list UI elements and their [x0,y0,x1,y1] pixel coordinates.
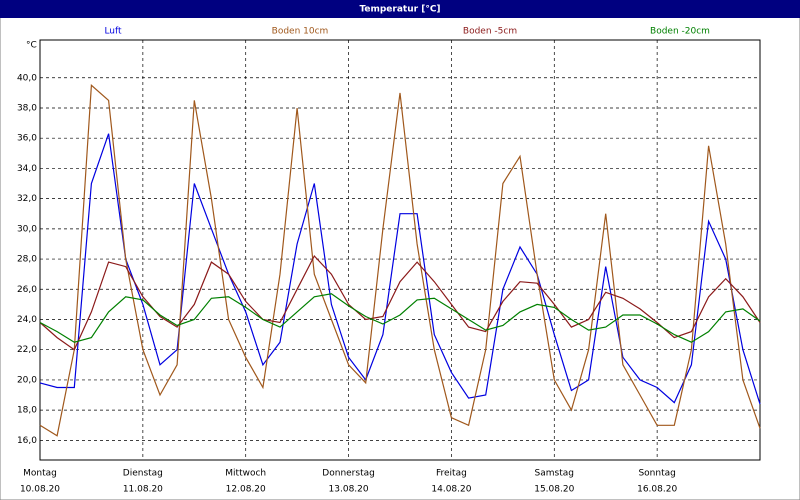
x-tick-label: Montag [23,469,57,479]
y-tick-label: 22,0 [17,345,37,355]
legend-entry: Boden -20cm [650,27,710,37]
y-tick-label: 38,0 [17,103,37,113]
x-tick-date: 12.08.20 [226,485,266,495]
x-tick-label: Freitag [436,469,467,479]
series-line [39,84,761,437]
x-tick-label: Sonntag [638,469,675,479]
y-tick-label: 18,0 [17,406,37,416]
y-tick-label: 20,0 [17,375,37,385]
chart-title: Temperatur [°C] [359,5,440,15]
x-tick-date: 13.08.20 [329,485,369,495]
x-tick-label: Donnerstag [322,469,375,479]
y-tick-label: 28,0 [17,255,37,265]
legend-entry: Luft [104,27,122,37]
y-tick-label: 26,0 [17,285,37,295]
x-tick-date: 10.08.20 [20,485,60,495]
x-tick-label: Mittwoch [225,469,266,479]
y-tick-label: 36,0 [17,134,37,144]
series-line [39,133,761,405]
y-tick-label: 30,0 [17,224,37,234]
plot-area [39,39,761,461]
x-tick-date: 16.08.20 [637,485,677,495]
x-tick-label: Dienstag [123,469,163,479]
x-tick-date: 14.08.20 [431,485,471,495]
title-bar [0,0,800,18]
x-tick-date: 15.08.20 [534,485,574,495]
legend-entry: Boden 10cm [272,27,329,37]
y-tick-label: 40,0 [17,73,37,83]
y-unit: °C [26,41,37,51]
y-tick-label: 24,0 [17,315,37,325]
legend-entry: Boden -5cm [463,27,517,37]
y-tick-label: 34,0 [17,164,37,174]
series-line [39,254,761,351]
x-tick-date: 11.08.20 [123,485,163,495]
series-line [39,293,761,343]
x-tick-label: Samstag [535,469,574,479]
y-tick-label: 32,0 [17,194,37,204]
y-tick-label: 16,0 [17,436,37,446]
